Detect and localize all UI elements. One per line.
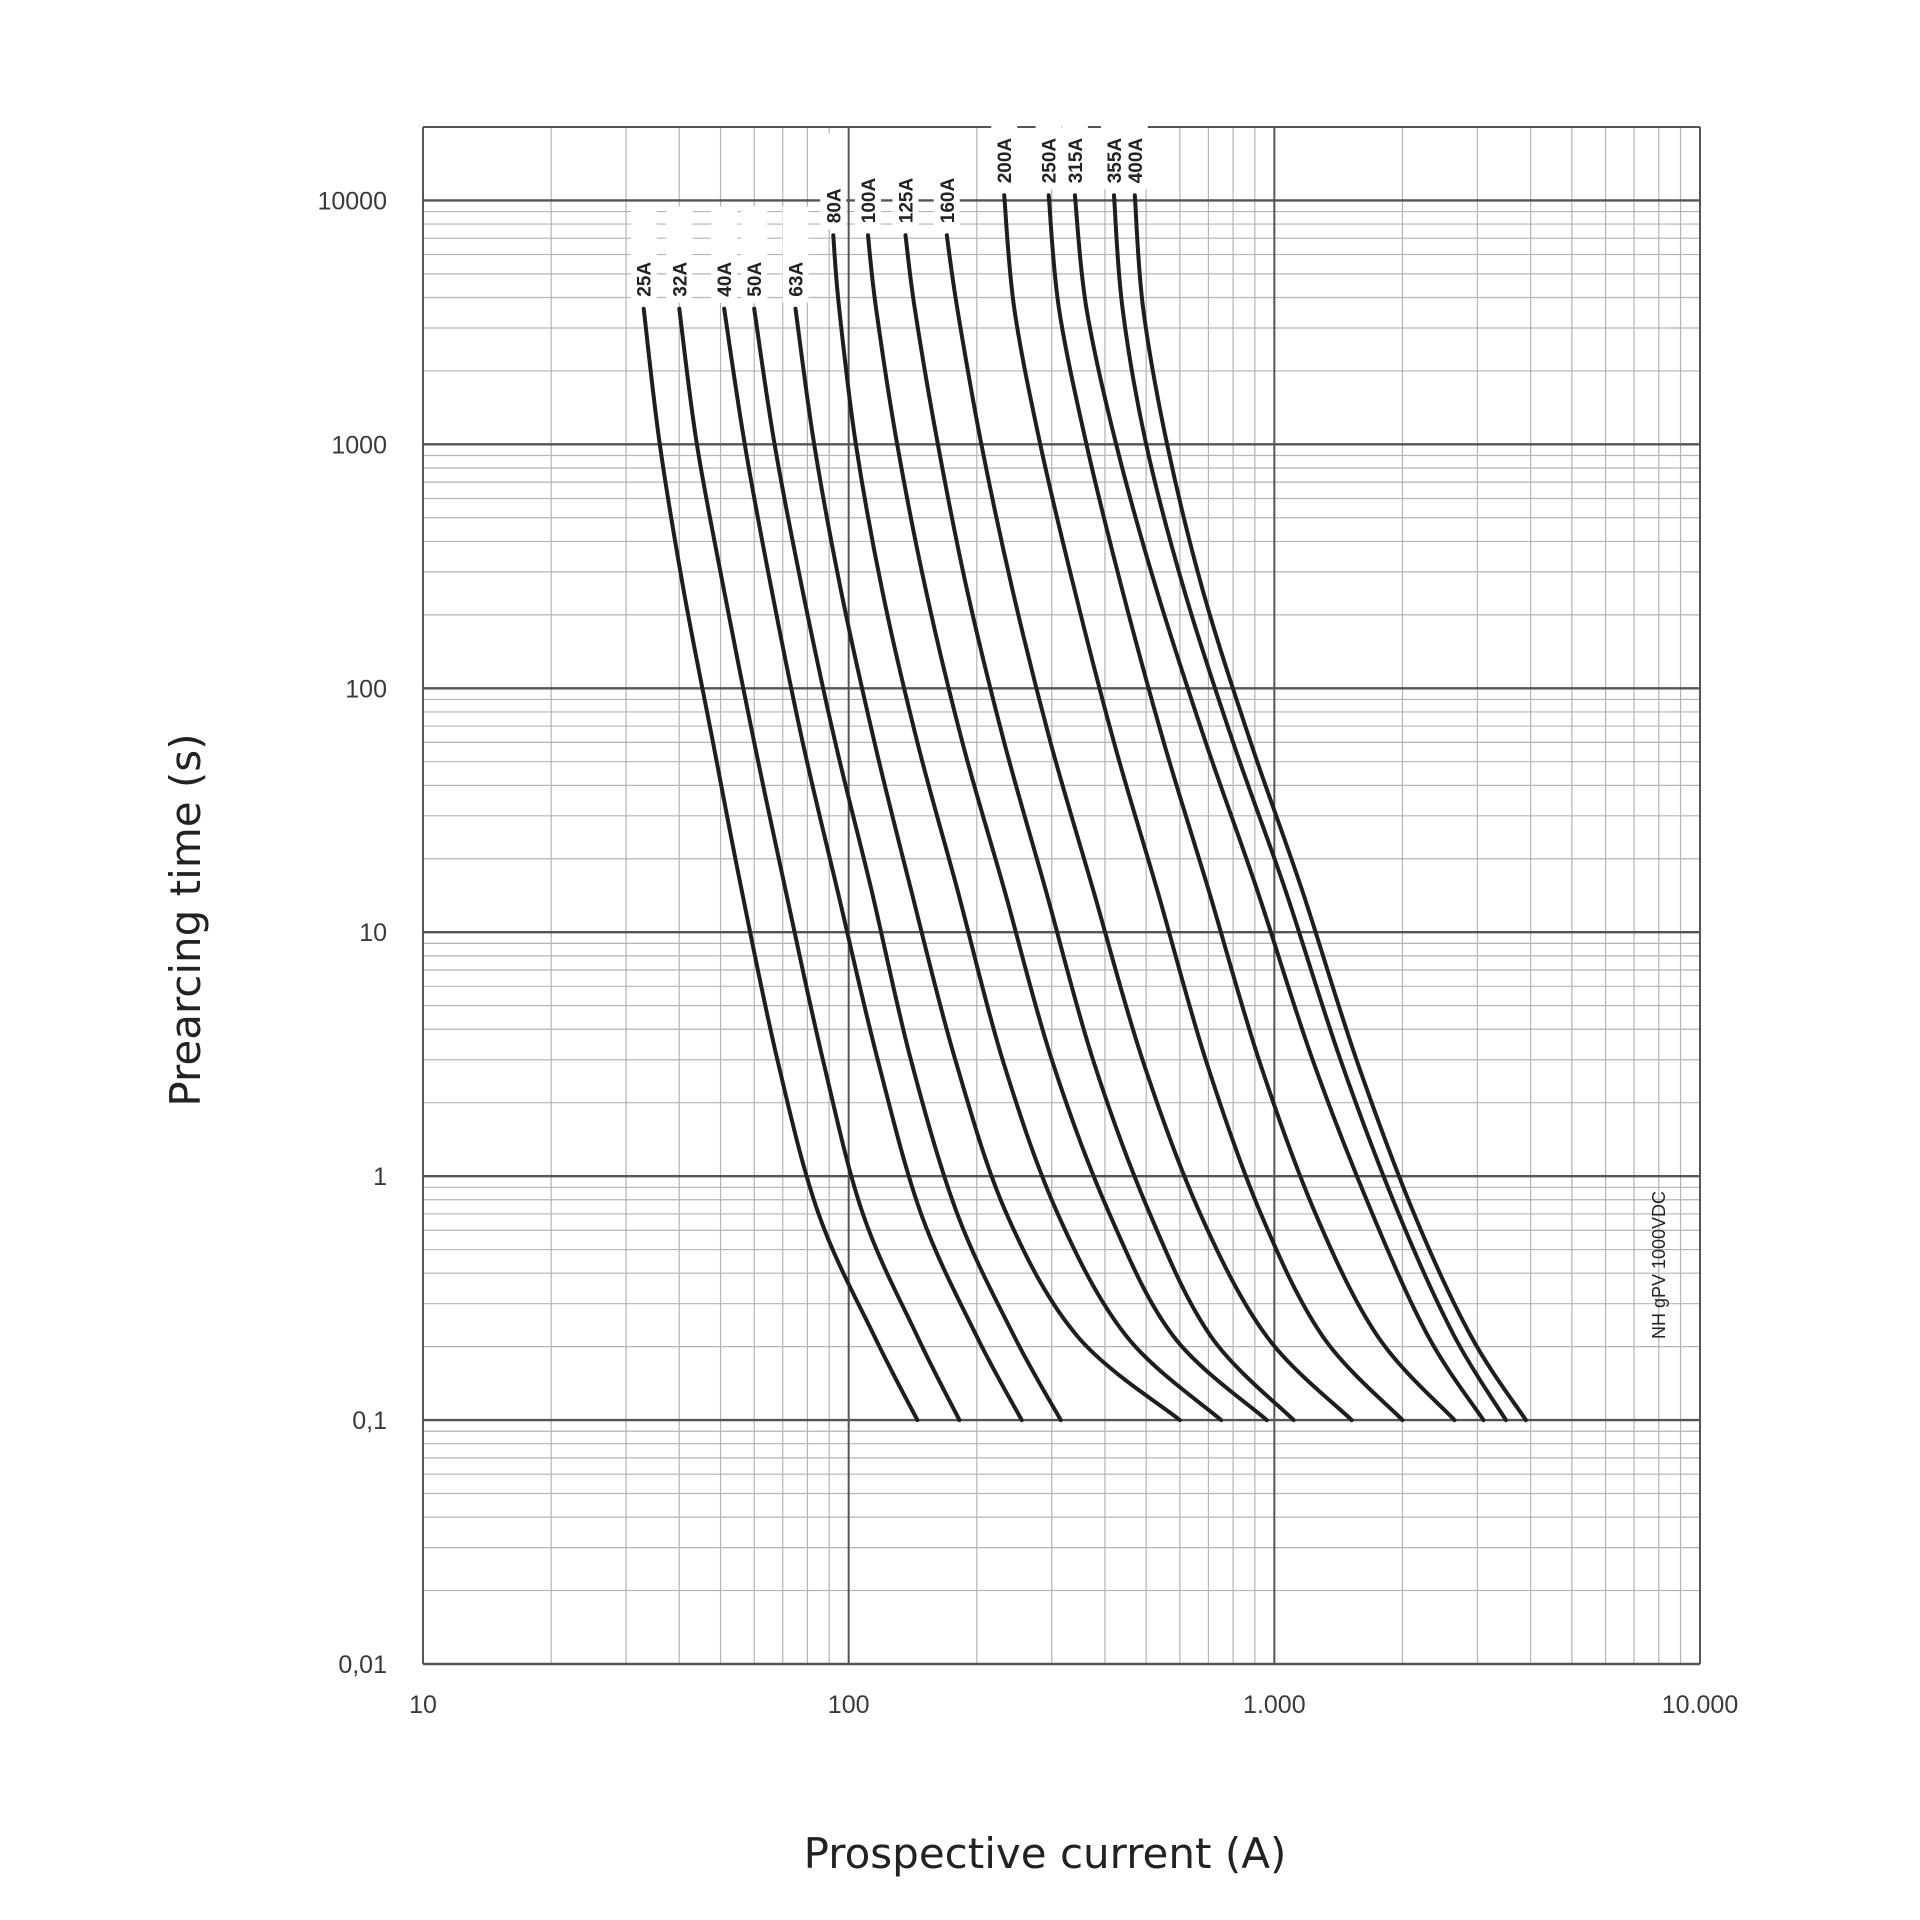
curve-label-bg-25A xyxy=(630,206,657,303)
y-tick-label: 10000 xyxy=(317,187,387,215)
curve-200A xyxy=(1002,193,1405,1423)
curve-label-32A: 32A xyxy=(670,262,691,297)
curve-labels: 25A 32A 40A 50A 63A 80A 100A 125A 160A 200A 250A 31… xyxy=(635,138,1147,297)
curve-label-bg-250A xyxy=(1035,93,1062,190)
curve-label-bg-160A xyxy=(933,133,960,230)
curve-label-bg-50A xyxy=(741,206,768,303)
x-axis-title: Prospective current (A) xyxy=(804,1829,1287,1878)
y-tick-label: 0,1 xyxy=(352,1407,387,1435)
curve-label-bg-100A xyxy=(854,133,881,230)
curve-63A xyxy=(793,306,1182,1423)
curve-160A xyxy=(944,233,1354,1423)
curve-label-80A: 80A xyxy=(824,188,845,223)
curve-label-bg-125A xyxy=(892,133,919,230)
y-tick-label: 0,01 xyxy=(338,1651,387,1679)
curve-label-200A: 200A xyxy=(995,138,1016,184)
curve-50A xyxy=(752,306,1063,1423)
curve-25A xyxy=(641,306,920,1423)
curve-label-125A: 125A xyxy=(897,177,918,223)
curve-label-backdrop xyxy=(630,93,1148,303)
y-tick-labels: 0,01 0,1 1 10 100 1000 10000 xyxy=(317,187,387,1679)
x-tick-label: 100 xyxy=(828,1691,870,1719)
x-tick-labels: 10 100 1.000 10.000 xyxy=(409,1691,1738,1719)
curve-label-315A: 315A xyxy=(1066,138,1087,184)
curve-80A xyxy=(831,233,1224,1423)
curve-label-100A: 100A xyxy=(859,177,880,223)
curve-label-bg-32A xyxy=(666,206,693,303)
curve-400A xyxy=(1132,193,1528,1423)
y-axis-title: Prearcing time (s) xyxy=(161,733,210,1106)
curve-315A xyxy=(1072,193,1486,1423)
curve-label-bg-63A xyxy=(782,206,809,303)
curve-label-160A: 160A xyxy=(938,177,959,223)
curve-label-250A: 250A xyxy=(1040,138,1061,184)
y-tick-label: 100 xyxy=(345,675,387,703)
curve-32A xyxy=(677,306,962,1423)
curve-label-bg-200A xyxy=(991,93,1018,190)
fuse-type-annotation: NH gPV 1000VDC xyxy=(1649,1191,1669,1339)
curve-label-bg-400A xyxy=(1121,93,1148,190)
curve-label-400A: 400A xyxy=(1126,138,1147,184)
x-tick-label: 1.000 xyxy=(1243,1691,1306,1719)
major-grid xyxy=(422,126,1701,1666)
curve-100A xyxy=(866,233,1269,1423)
curve-label-355A: 355A xyxy=(1105,138,1126,184)
fuse-curves xyxy=(641,193,1528,1423)
curve-label-bg-40A xyxy=(711,206,738,303)
curve-label-bg-315A xyxy=(1061,93,1088,190)
y-tick-label: 1 xyxy=(373,1163,387,1191)
curve-label-50A: 50A xyxy=(745,262,766,297)
y-tick-label: 1000 xyxy=(331,431,387,459)
x-tick-label: 10 xyxy=(409,1691,437,1719)
x-tick-label: 10.000 xyxy=(1662,1691,1738,1719)
curve-label-63A: 63A xyxy=(787,262,808,297)
curve-125A xyxy=(903,233,1296,1423)
curve-label-25A: 25A xyxy=(635,262,656,297)
y-tick-label: 10 xyxy=(359,919,387,947)
curve-40A xyxy=(722,306,1024,1423)
curve-label-40A: 40A xyxy=(715,262,736,297)
curve-355A xyxy=(1112,193,1508,1423)
curve-label-bg-80A xyxy=(820,133,847,230)
curve-250A xyxy=(1046,193,1457,1423)
